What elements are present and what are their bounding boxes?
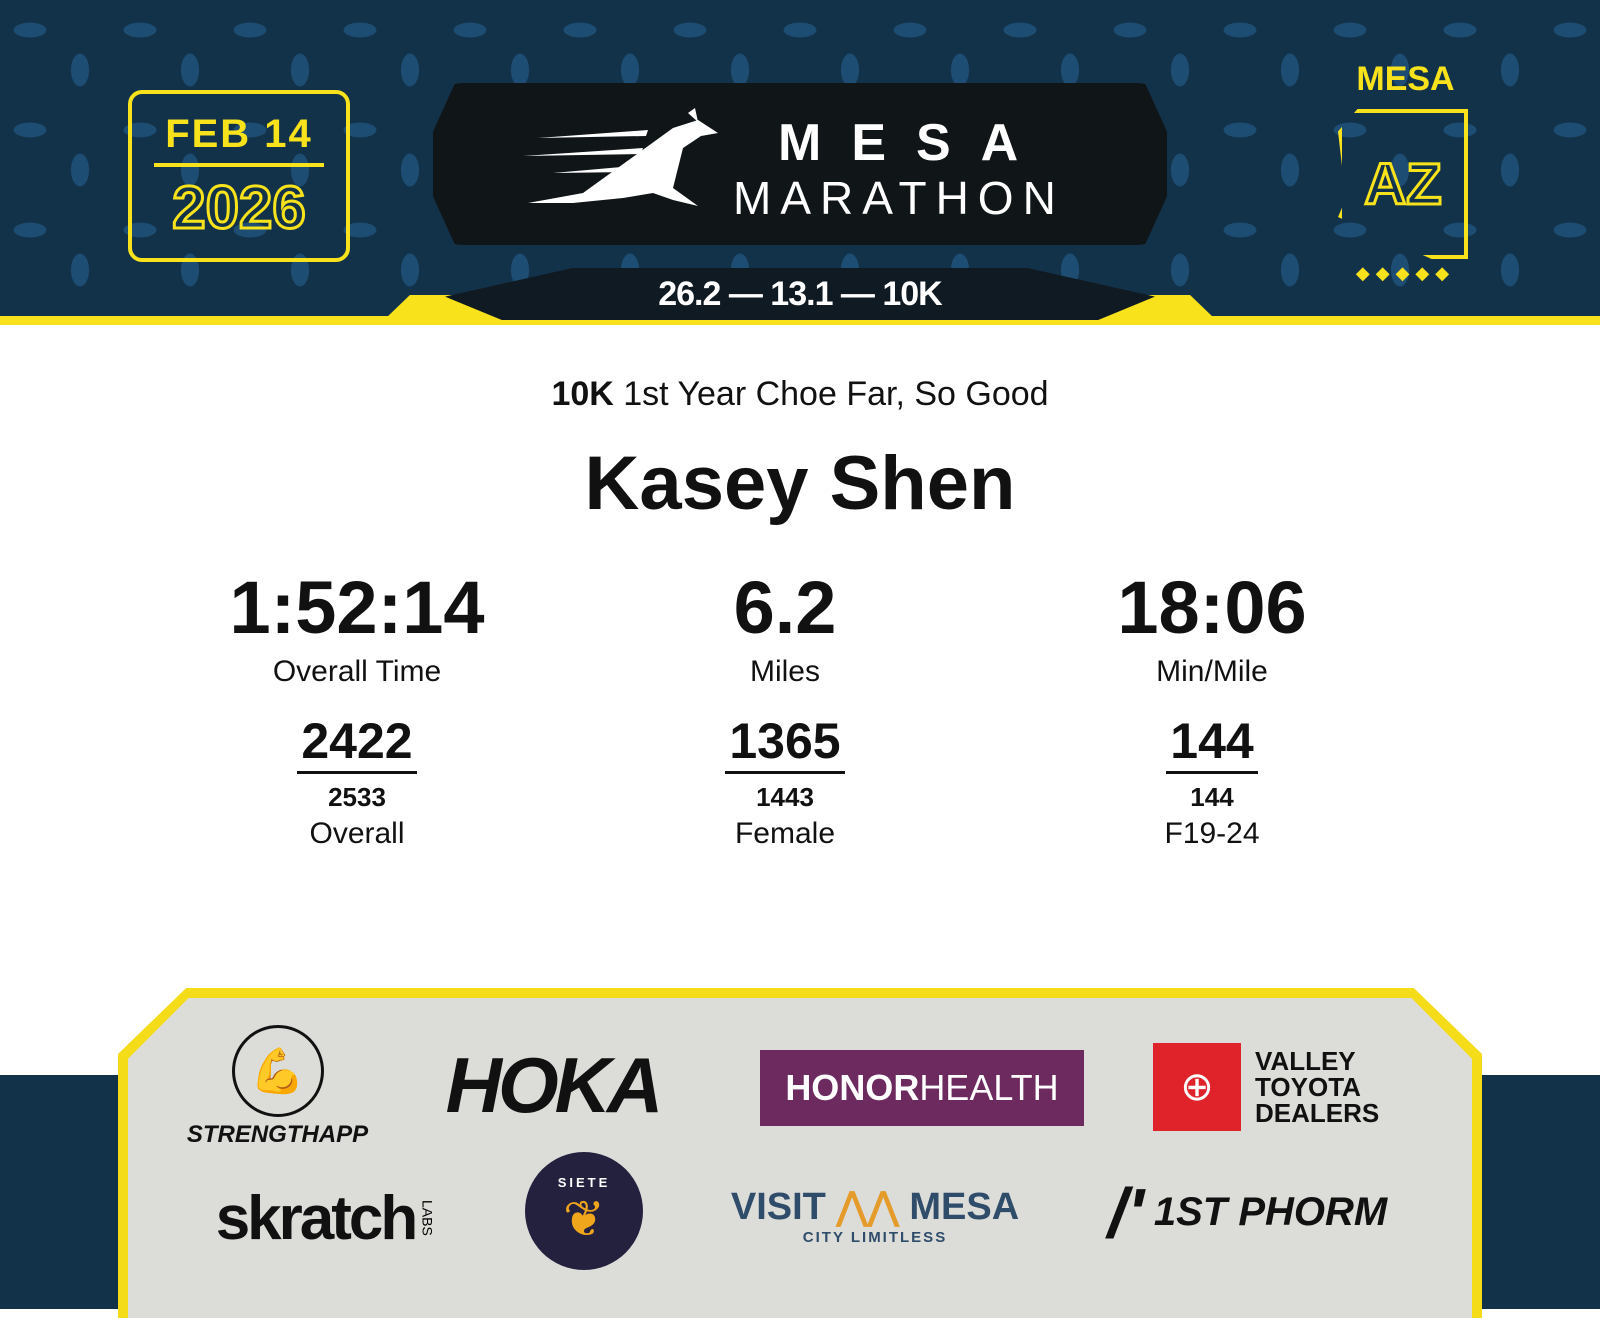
stat-column-overall: 1:52:14 Overall Time 2422 2533 Overall xyxy=(157,565,557,851)
stat-label: Min/Mile xyxy=(1156,655,1268,688)
rank-label: Female xyxy=(734,817,836,850)
strengthapp-logo: 💪 STRENGTHAPP xyxy=(180,1022,375,1152)
mesa-az-badge: MESA AZ ◆◆◆◆◆ xyxy=(1338,60,1473,284)
yellow-divider xyxy=(0,316,1600,325)
stat-column-miles: 6.2 Miles 1365 1443 Female xyxy=(585,565,985,851)
siete-logo: SIETE ❦ xyxy=(525,1152,643,1270)
1st-phorm-logo: /' 1ST PHORM xyxy=(1107,1173,1388,1252)
stat-value: 1:52:14 xyxy=(229,566,485,649)
phorm-mark-icon: /' xyxy=(1107,1173,1144,1252)
city-label: MESA xyxy=(1356,60,1455,98)
rank-place: 2422 xyxy=(297,711,417,774)
flexed-arm-icon: 💪 xyxy=(231,1025,324,1117)
valley-toyota-logo: ⊕ VALLEY TOYOTA DEALERS xyxy=(1153,1042,1393,1132)
result-card: 10K 1st Year Choe Far, So Good Kasey She… xyxy=(0,325,1600,1075)
rank-label: Overall xyxy=(309,817,405,850)
visit-mesa-logo: VISIT ⋀⋀ MESA CITY LIMITLESS xyxy=(730,1186,1020,1246)
race-division: 10K 1st Year Choe Far, So Good xyxy=(0,375,1600,414)
roadrunner-icon xyxy=(523,108,718,206)
rank-label: F19-24 xyxy=(1164,817,1260,850)
divider xyxy=(154,163,324,167)
race-date-badge: FEB 14 2026 xyxy=(128,90,350,262)
eagle-icon: ❦ xyxy=(563,1190,605,1247)
race-date: FEB 14 xyxy=(165,112,313,156)
rank-total: 144 xyxy=(1190,782,1234,812)
rank-place: 1365 xyxy=(725,711,845,774)
stat-column-pace: 18:06 Min/Mile 144 144 F19-24 xyxy=(1012,565,1412,851)
rank-place: 144 xyxy=(1166,711,1258,774)
mesa-marathon-logo: MESA MARATHON xyxy=(433,83,1167,245)
distances: 26.2 — 13.1 — 10K xyxy=(445,268,1155,320)
stat-label: Miles xyxy=(749,655,820,688)
mesa-mark-icon: ⋀⋀ xyxy=(836,1186,899,1228)
toyota-emblem-icon: ⊕ xyxy=(1153,1043,1241,1131)
stat-value: 6.2 xyxy=(733,566,837,649)
runner-name: Kasey Shen xyxy=(584,441,1016,526)
rank-total: 1443 xyxy=(756,782,814,812)
diamond-dots-icon: ◆◆◆◆◆ xyxy=(1355,263,1456,283)
honorhealth-logo: HONOR HEALTH xyxy=(760,1050,1084,1126)
division-name: 1st Year Choe Far, So Good xyxy=(623,375,1049,413)
race-name: 10K xyxy=(551,375,614,413)
race-year: 2026 xyxy=(171,173,307,243)
title-marathon: MARATHON xyxy=(733,172,1065,224)
hoka-logo: HOKA xyxy=(445,1040,664,1129)
title-mesa: MESA xyxy=(778,114,1049,172)
stat-label: Overall Time xyxy=(272,655,442,688)
skratch-labs-logo: skratch LABS xyxy=(215,1183,436,1253)
rank-total: 2533 xyxy=(328,782,386,812)
stat-value: 18:06 xyxy=(1117,566,1307,649)
state-label: AZ xyxy=(1363,150,1443,218)
arizona-outline-icon: AZ xyxy=(1338,109,1468,259)
